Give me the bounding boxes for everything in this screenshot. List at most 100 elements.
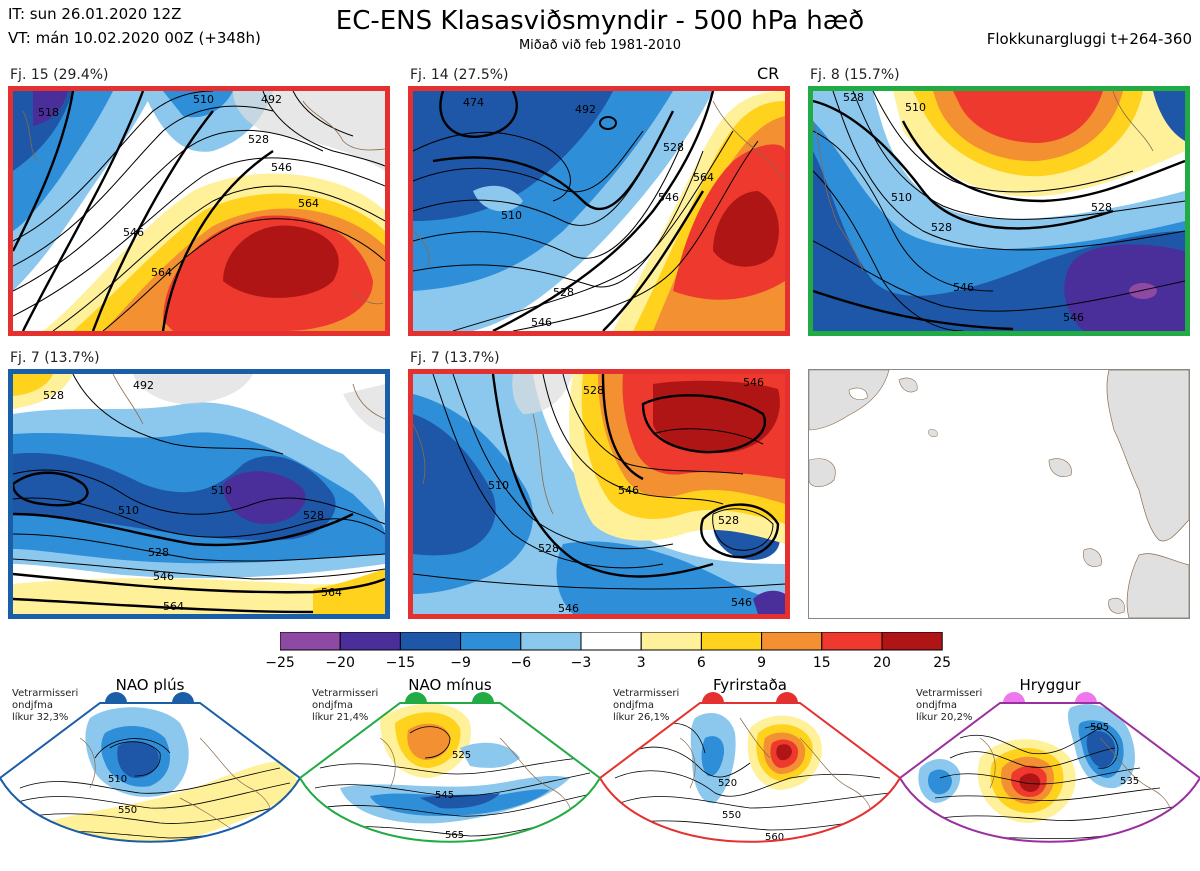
colorbar-segment (821, 632, 883, 651)
p2-contour-label-2: 492 (575, 103, 596, 116)
colorbar-tick-label: −9 (450, 655, 471, 671)
p5-contour-label-5: 528 (718, 514, 739, 527)
colorbar-tick-label: −15 (385, 655, 416, 671)
regime-map-nao-plus: 510 550 (0, 702, 300, 843)
colorbar-segment (520, 632, 582, 651)
p5-contour-label-2: 546 (743, 376, 764, 389)
p4-contour-label-2: 492 (133, 379, 154, 392)
p1-contour-label-2: 510 (193, 93, 214, 106)
regime-map-blocking: 520 550 560 (600, 702, 900, 843)
p4-contour-label-6: 528 (303, 509, 324, 522)
p3-contour-label-2: 510 (905, 101, 926, 114)
colorbar-tick-label: −20 (325, 655, 355, 671)
classification-window: Flokkunargluggi t+264-360 (986, 30, 1192, 48)
cluster-map-5: 528 546 510 546 528 528 546 546 (408, 369, 790, 619)
colorbar-tick-label: 6 (696, 655, 706, 671)
p5-contour-label-4: 546 (618, 484, 639, 497)
regime-3-label-1: 520 (718, 778, 737, 789)
p4-contour-label-5: 528 (148, 546, 169, 559)
p1-contour-label-3: 492 (261, 93, 282, 106)
p5-contour-label-1: 528 (583, 384, 604, 397)
page-subtitle: Miðað við feb 1981-2010 (518, 38, 682, 53)
p5-contour-label-6: 528 (538, 542, 559, 555)
p2-contour-label-4: 528 (663, 141, 684, 154)
panel-1-label: Fj. 15 (29.4%) (10, 67, 109, 83)
regime-1-name: NAO plús (115, 676, 185, 694)
panel-2-tag: CR (757, 64, 780, 83)
valid-time: VT: mán 10.02.2020 00Z (+348h) (8, 29, 261, 47)
colorbar-tick-label: 15 (812, 655, 831, 671)
base-map (808, 369, 1190, 619)
p4-contour-label-3: 510 (118, 504, 139, 517)
p1-contour-label-8: 564 (151, 266, 172, 279)
regime-4-label-1: 505 (1090, 722, 1109, 733)
regime-2-info: Vetrarmisseri ondjfma líkur 21,4% (312, 688, 379, 723)
colorbar-segment (700, 632, 763, 651)
regime-3-label-2: 550 (722, 810, 741, 821)
p4-contour-label-9: 564 (163, 600, 184, 613)
p1-contour-label-5: 546 (271, 161, 292, 174)
initial-time: IT: sun 26.01.2020 12Z (8, 5, 182, 23)
regime-3-name: Fyrirstaða (713, 676, 787, 694)
regime-4-label-2: 535 (1120, 776, 1139, 787)
cluster-map-2: 474 492 510 528 528 546 564 546 (408, 86, 790, 336)
colorbar-tick-label: −25 (265, 655, 295, 671)
p3-contour-label-7: 546 (1063, 311, 1084, 324)
p4-contour-label-7: 546 (153, 570, 174, 583)
regime-4-name: Hryggur (1019, 676, 1081, 694)
colorbar-tick-label: 25 (933, 655, 952, 671)
p3-contour-label-5: 528 (1091, 201, 1112, 214)
colorbar (280, 632, 943, 651)
p2-contour-label-8: 546 (531, 316, 552, 329)
colorbar-segment (881, 632, 943, 651)
colorbar-segment (280, 632, 341, 651)
p1-contour-label-1: 518 (38, 106, 59, 119)
p1-contour-label-7: 564 (298, 197, 319, 210)
regime-map-ridge: 505 535 560 (900, 702, 1200, 849)
colorbar-tick-label: −6 (510, 655, 532, 671)
colorbar-segment (640, 632, 702, 651)
regime-4-info: Vetrarmisseri ondjfma líkur 20,2% (916, 688, 983, 723)
colorbar-tick-label: −3 (570, 655, 592, 671)
p3-contour-label-1: 528 (843, 91, 864, 104)
regime-1-label-2: 550 (118, 805, 137, 816)
p2-contour-label-6: 546 (658, 191, 679, 204)
p4-contour-label-8: 564 (321, 586, 342, 599)
colorbar-segment (460, 632, 522, 651)
colorbar-tick-label: 3 (636, 655, 646, 671)
regime-2-name: NAO mínus (408, 676, 492, 694)
cluster-map-1: 518 510 492 528 546 546 564 564 (8, 86, 390, 336)
colorbar-tick-label: 9 (757, 655, 767, 671)
p1-contour-label-6: 546 (123, 226, 144, 239)
colorbar-tick-label: 20 (873, 655, 891, 671)
colorbar-segment (761, 632, 823, 651)
p3-contour-label-6: 546 (953, 281, 974, 294)
p1-contour-label-4: 528 (248, 133, 269, 146)
p5-contour-label-3: 510 (488, 479, 509, 492)
p4-contour-label-1: 528 (43, 389, 64, 402)
colorbar-segment (399, 632, 462, 651)
panel-2-label: Fj. 14 (27.5%) (410, 67, 509, 83)
p4-contour-label-4: 510 (211, 484, 232, 497)
colorbar-segment (580, 632, 642, 651)
regime-map-nao-minus: 525 545 565 (300, 702, 600, 843)
p2-contour-label-3: 510 (501, 209, 522, 222)
p3-contour-label-3: 510 (891, 191, 912, 204)
cluster-map-3: 528 510 510 528 528 546 546 (808, 86, 1190, 336)
regime-2-label-1: 525 (452, 750, 471, 761)
p3-contour-label-4: 528 (931, 221, 952, 234)
regime-1-label-1: 510 (108, 774, 127, 785)
regime-3-label-3: 560 (765, 832, 784, 843)
regime-2-label-3: 565 (445, 830, 464, 841)
regime-1-info: Vetrarmisseri ondjfma líkur 32,3% (12, 688, 79, 723)
p2-contour-label-7: 564 (693, 171, 714, 184)
regime-4-label-3: 560 (1092, 838, 1111, 849)
p5-contour-label-8: 546 (731, 596, 752, 609)
cluster-map-4: 528 492 510 510 528 528 546 564 564 (8, 369, 390, 619)
p2-contour-label-1: 474 (463, 96, 484, 109)
p5-contour-label-7: 546 (558, 602, 579, 614)
regime-2-label-2: 545 (435, 790, 454, 801)
panel-4-label: Fj. 7 (13.7%) (10, 350, 100, 366)
p2-contour-label-5: 528 (553, 286, 574, 299)
regime-3-info: Vetrarmisseri ondjfma líkur 26,1% (613, 688, 680, 723)
